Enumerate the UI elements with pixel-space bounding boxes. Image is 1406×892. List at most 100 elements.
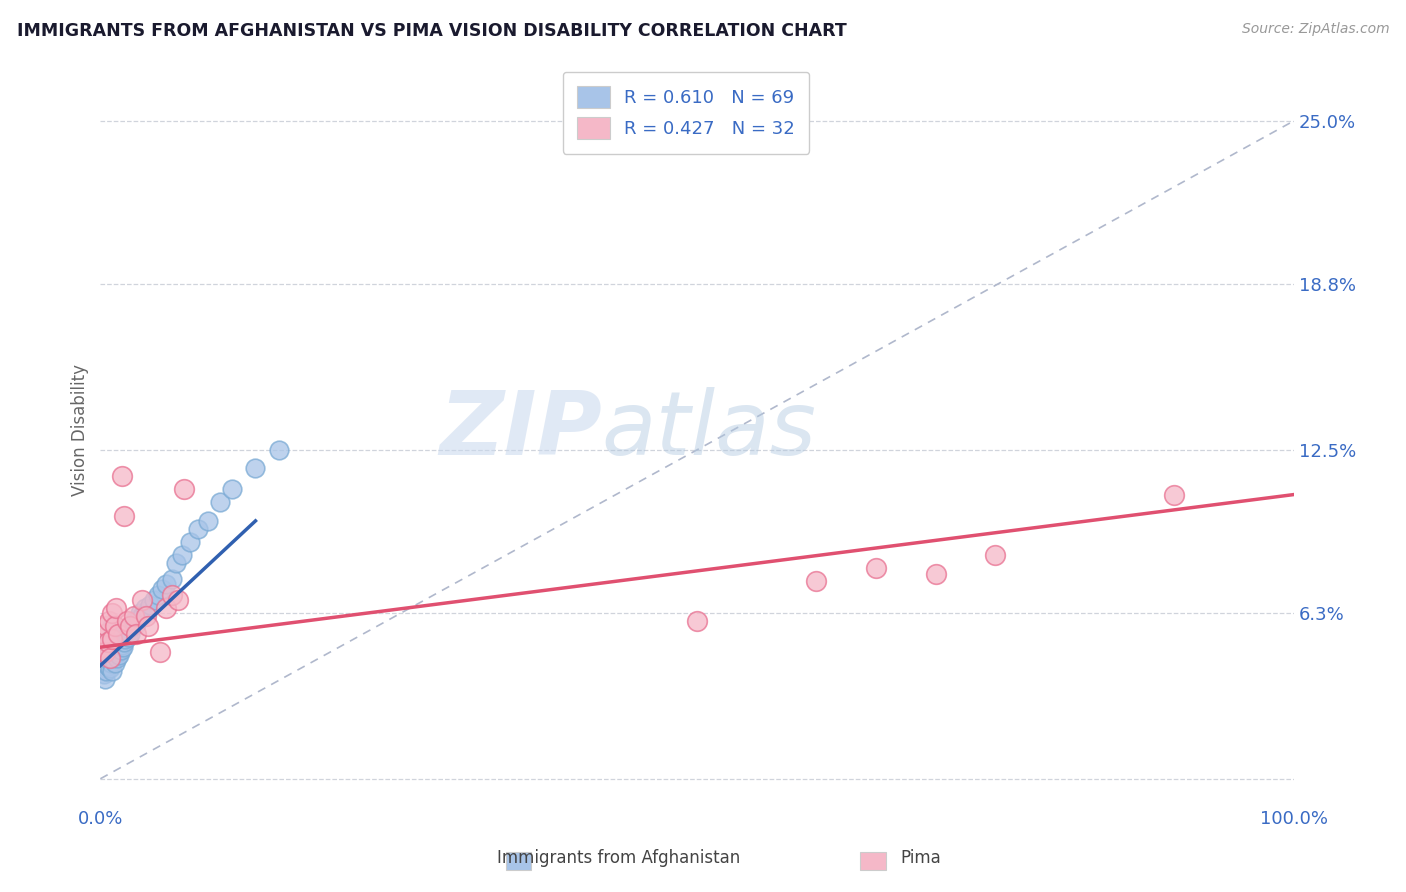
Point [152,582,174,597]
Point [155,600,177,615]
Point [110,643,132,657]
Point [146,588,169,602]
Point [96,645,118,659]
Text: atlas: atlas [602,387,817,473]
Point [806,574,828,589]
Point [136,619,159,633]
Point [128,611,150,625]
Point [101,630,124,644]
Point [94,672,117,686]
Point [686,614,709,628]
Point [98,661,121,675]
Point [108,648,131,662]
Point [165,556,187,570]
Point [98,648,121,662]
Point [120,619,142,633]
Point [245,461,267,475]
Point [101,606,124,620]
Point [91,640,114,655]
Point [104,648,127,662]
Point [98,632,121,647]
Point [105,650,128,665]
Point [111,469,134,483]
Point [115,627,138,641]
Point [269,442,291,457]
Point [112,624,135,639]
Point [101,650,124,665]
Point [101,664,124,678]
Point [160,588,183,602]
Point [107,645,129,659]
Point [100,643,122,657]
Point [197,514,219,528]
Point [100,656,122,670]
Point [118,622,141,636]
Legend: R = 0.610   N = 69, R = 0.427   N = 32: R = 0.610 N = 69, R = 0.427 N = 32 [562,71,810,153]
Text: IMMIGRANTS FROM AFGHANISTAN VS PIMA VISION DISABILITY CORRELATION CHART: IMMIGRANTS FROM AFGHANISTAN VS PIMA VISI… [17,22,846,40]
Point [96,619,118,633]
Point [107,627,129,641]
Point [111,627,134,641]
Point [108,635,131,649]
Point [122,614,145,628]
Point [131,608,153,623]
Point [143,592,166,607]
Point [93,627,115,641]
Point [221,483,243,497]
Point [173,483,195,497]
Point [131,592,153,607]
Point [155,577,177,591]
Point [1163,487,1185,501]
Point [128,606,150,620]
Point [139,598,162,612]
Point [107,632,129,647]
Point [96,635,118,649]
Point [925,566,948,581]
Point [103,650,125,665]
Point [112,508,135,523]
Text: Pima: Pima [901,849,941,867]
Point [121,619,143,633]
Point [97,614,120,628]
Point [103,638,125,652]
Point [984,548,1007,562]
Point [93,648,115,662]
Point [104,656,127,670]
Point [96,635,118,649]
Point [111,638,134,652]
Point [105,640,128,655]
Text: Immigrants from Afghanistan: Immigrants from Afghanistan [496,849,741,867]
Point [112,640,135,655]
Point [136,603,159,617]
Point [160,572,183,586]
Point [122,608,145,623]
Point [125,627,148,641]
Point [104,619,127,633]
Point [96,658,118,673]
Point [104,600,127,615]
Text: ZIP: ZIP [439,386,602,474]
Point [101,632,124,647]
Point [101,619,124,633]
Point [104,635,127,649]
Point [187,522,209,536]
Point [167,592,190,607]
Point [865,561,887,575]
Text: Source: ZipAtlas.com: Source: ZipAtlas.com [1241,22,1389,37]
Point [101,640,124,655]
Point [125,616,148,631]
Point [117,630,139,644]
Point [94,635,117,649]
Point [96,640,118,655]
Point [93,666,115,681]
Point [208,495,231,509]
Point [179,535,201,549]
Point [112,635,135,649]
Point [96,650,118,665]
Y-axis label: Vision Disability: Vision Disability [72,364,89,496]
Point [114,632,136,647]
Point [120,627,142,641]
Point [97,653,120,667]
Point [91,658,114,673]
Point [94,645,117,659]
